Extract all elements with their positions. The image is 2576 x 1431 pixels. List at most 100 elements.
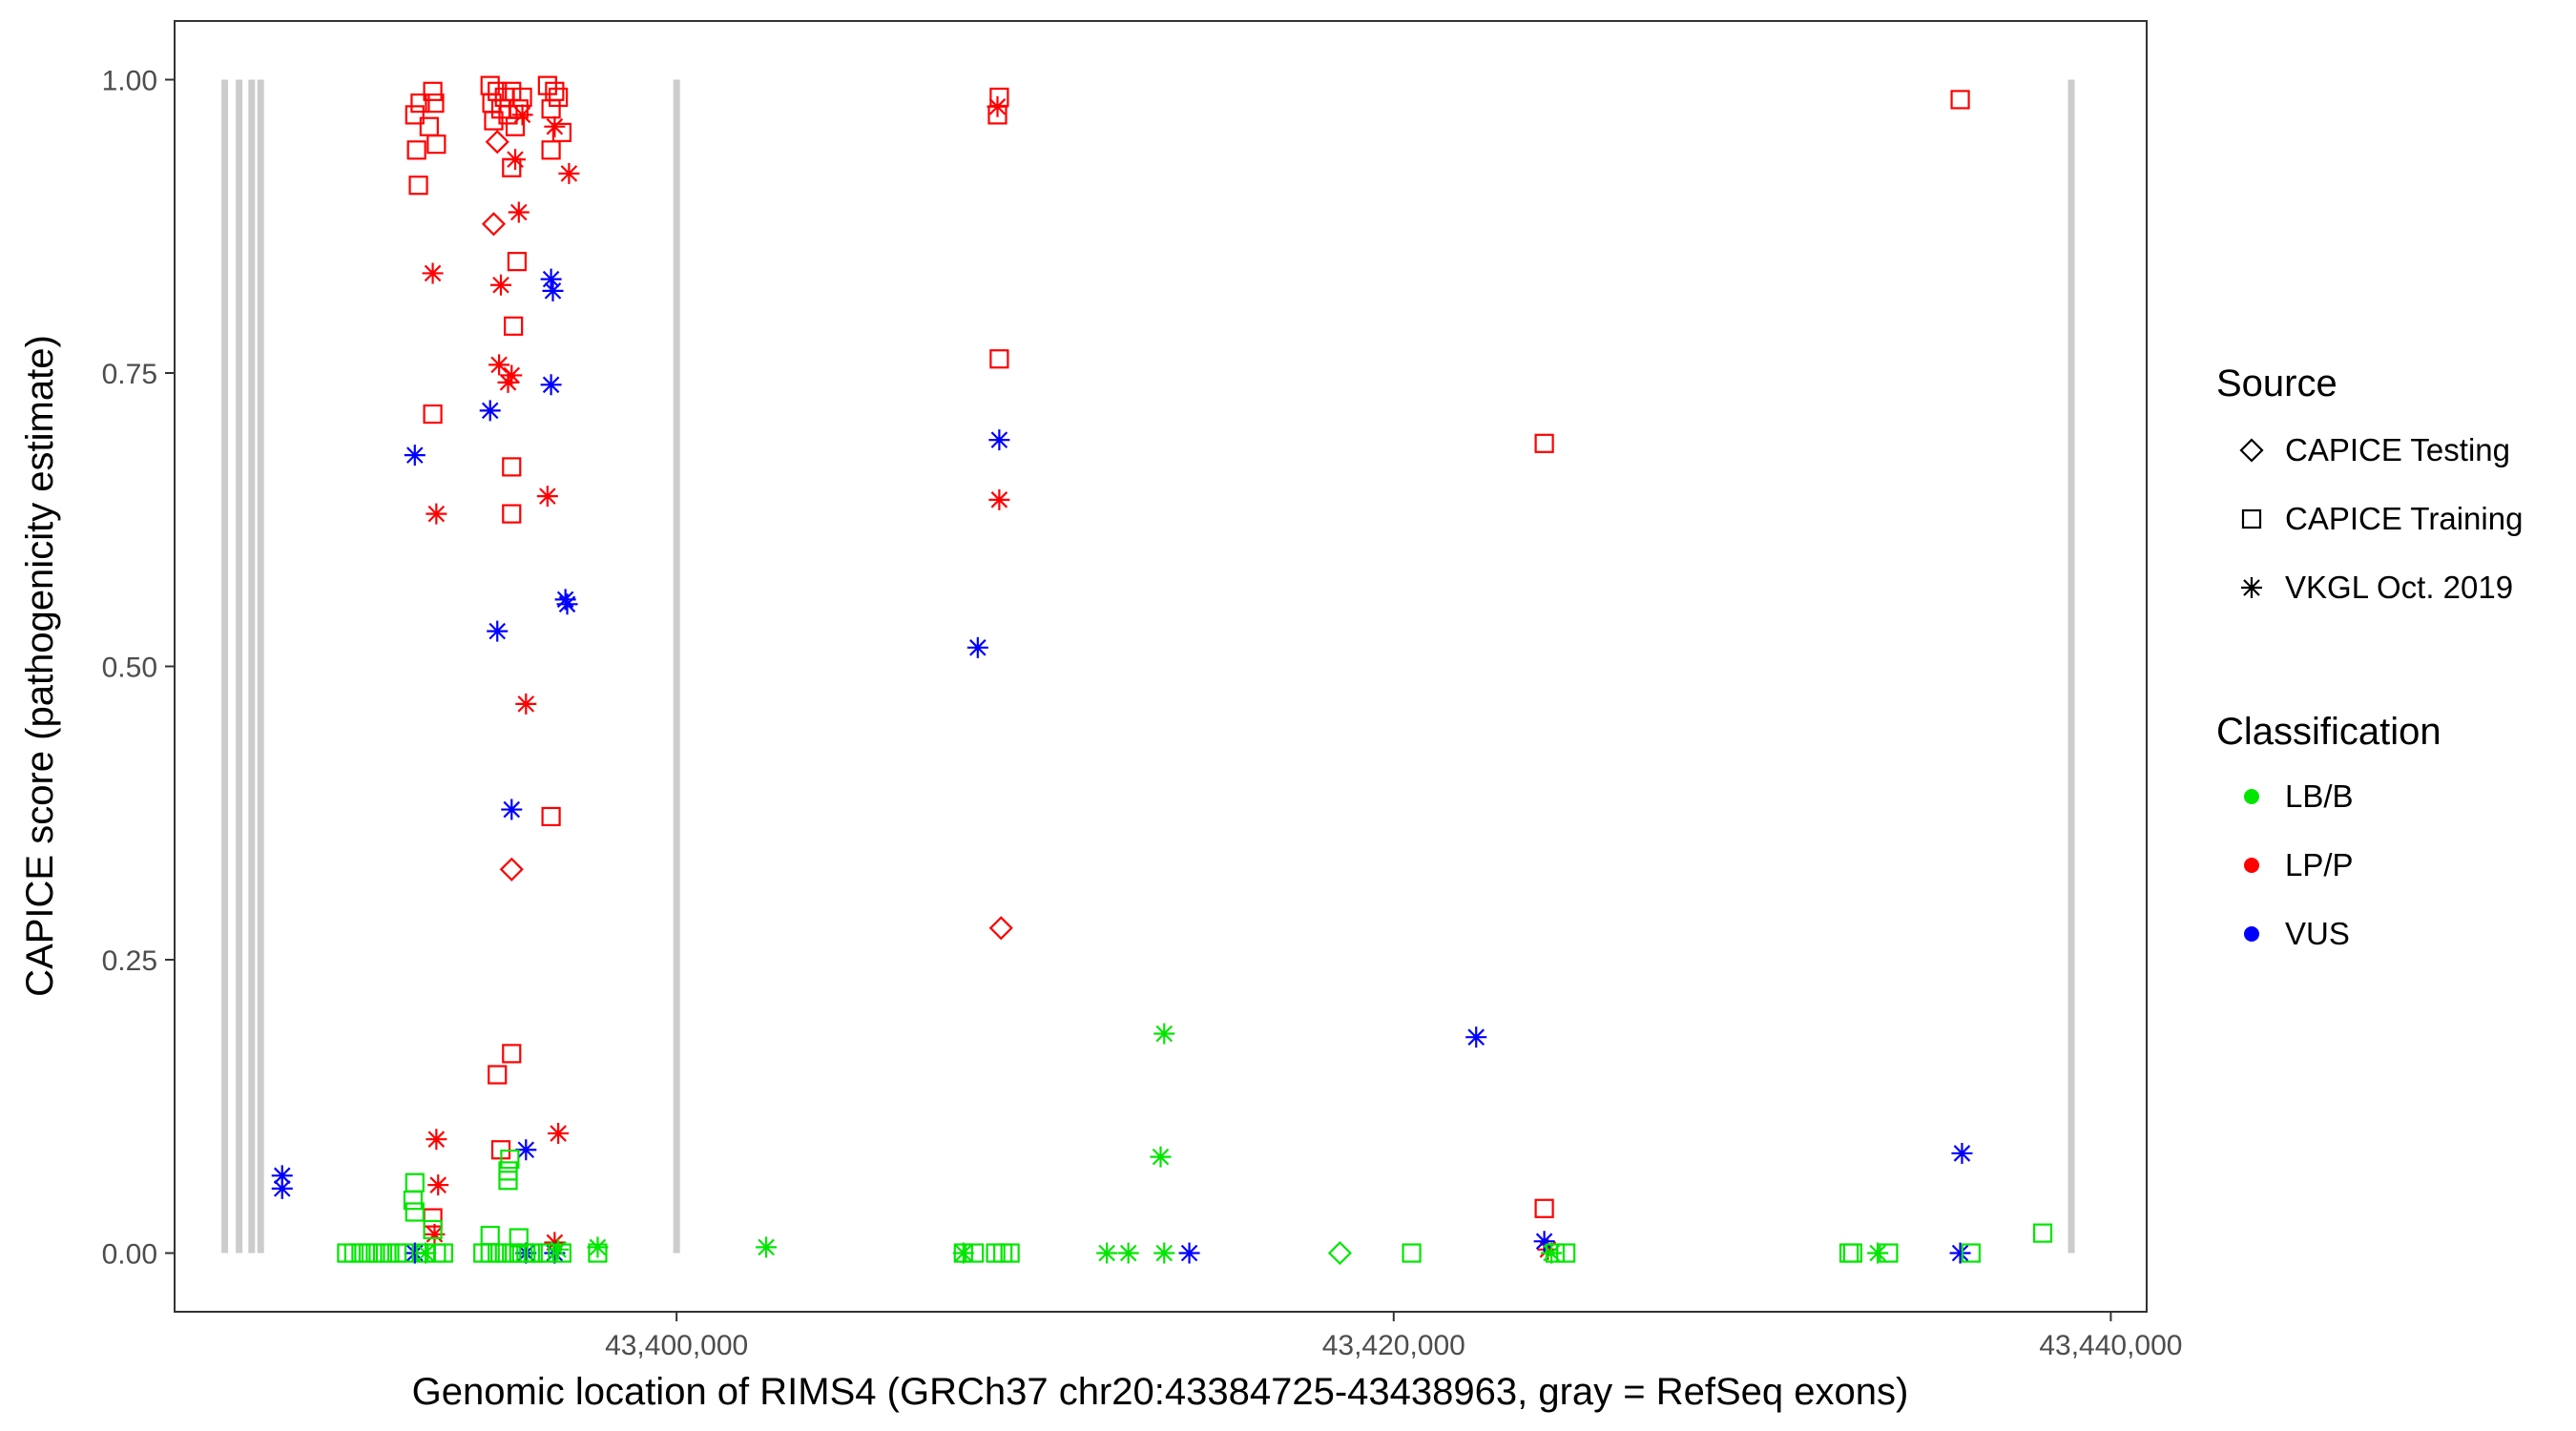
data-point [403,1191,424,1211]
points-layer [271,75,2053,1266]
data-point [410,93,430,114]
legend: Source CAPICE Testing CAPICE Training VKGL… [2216,363,2523,951]
data-point [488,354,510,376]
data-point [2032,1223,2053,1243]
legend-class-item: VUS [2244,916,2350,951]
legend-class-item: LP/P [2244,847,2354,882]
data-point [548,1238,570,1260]
data-point [511,104,533,126]
data-point [404,445,426,467]
legend-class-item: LB/B [2244,778,2354,814]
y-tick-label: 1.00 [102,66,157,97]
data-point [426,1129,447,1151]
data-point [1178,1242,1200,1264]
data-point [988,916,1013,941]
data-point [966,636,988,658]
data-point [404,1242,426,1264]
data-point [408,176,428,196]
data-point [497,371,519,393]
legend-item-label: CAPICE Training [2285,501,2523,536]
x-axis-title: Genomic location of RIMS4 (GRCh37 chr20:… [412,1371,1909,1413]
data-point [505,149,527,171]
data-point [541,140,561,160]
data-point [540,374,562,396]
data-point [504,316,524,336]
data-point [515,693,537,715]
data-point [989,349,1009,369]
data-point [545,81,565,101]
data-point [423,81,443,101]
x-tick-label: 43,420,000 [1322,1330,1465,1361]
data-point [426,503,447,525]
data-point [541,806,561,827]
data-point [1534,433,1554,453]
data-point [1465,1027,1487,1048]
data-point [487,620,509,642]
y-axis: 0.00 0.25 0.50 0.75 1.00 [102,66,175,1271]
legend-item-label: CAPICE Testing [2285,432,2510,467]
data-point [426,135,447,155]
data-point [481,212,507,237]
legend-marker [2241,508,2262,529]
data-point [488,1065,508,1085]
data-point [540,268,562,290]
legend-source-item: CAPICE Training [2241,501,2523,536]
y-tick-label: 0.75 [102,359,157,390]
data-point [501,798,523,820]
data-point [1950,90,1970,110]
data-point [423,1219,443,1240]
data-point [423,404,443,425]
data-point [489,274,511,296]
data-point [484,111,504,131]
x-axis: 43,400,000 43,420,000 43,440,000 [605,1312,2182,1361]
data-point [554,589,576,611]
y-axis-title: CAPICE score (pathogenicity estimate) [19,335,61,997]
data-point [509,1228,529,1248]
data-point [1867,1242,1889,1264]
data-point [542,280,564,301]
data-point [551,122,571,142]
data-point [556,593,578,615]
legend-source-item: CAPICE Testing [2239,432,2510,467]
legend-class-items: LB/B LP/P VUS [2244,778,2354,951]
data-point [1096,1242,1118,1264]
legend-marker [2241,577,2262,598]
legend-source-title: Source [2216,363,2337,404]
data-point [1533,1231,1555,1253]
data-point [498,1171,518,1191]
data-point [1153,1023,1175,1045]
data-point [1402,1243,1422,1263]
data-point [1949,1242,1971,1264]
data-point [271,1177,293,1199]
data-point [271,1165,293,1187]
data-point [405,1202,425,1222]
legend-marker [2239,438,2264,463]
data-point [424,1223,446,1245]
data-point [501,364,523,386]
data-point [479,400,501,422]
data-point [544,115,566,137]
legend-classification-title: Classification [2216,711,2441,753]
data-point [508,201,530,223]
data-point [1961,1243,1981,1263]
data-point [425,93,445,114]
data-point [1150,1146,1172,1168]
legend-color-dot [2244,789,2259,804]
y-tick-label: 0.50 [102,653,157,684]
data-point [499,857,524,881]
data-point [548,1123,570,1145]
legend-item-label: VUS [2285,916,2350,951]
data-point [1951,1142,1973,1164]
data-point [502,457,522,477]
data-point [587,1236,609,1258]
data-point [507,252,528,272]
data-point [500,1149,520,1170]
data-point [1000,1243,1020,1263]
legend-item-label: LP/P [2285,847,2354,882]
data-point [952,1242,974,1264]
data-point [515,1242,537,1264]
legend-item-label: LB/B [2285,778,2354,814]
data-point [756,1236,778,1258]
data-point [394,1243,414,1263]
